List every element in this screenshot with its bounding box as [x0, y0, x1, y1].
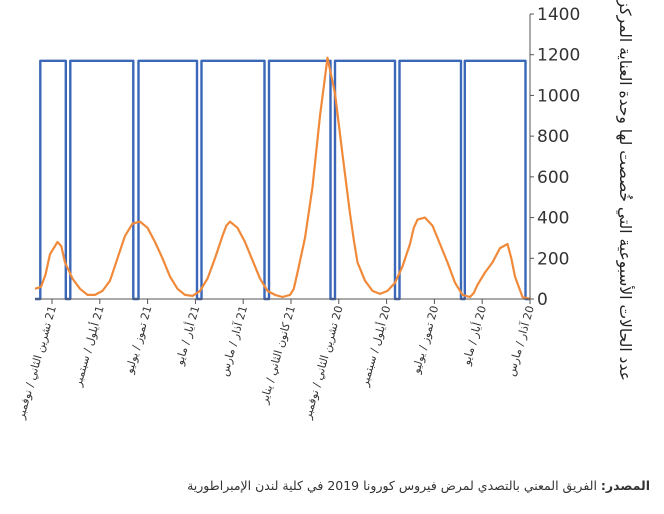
- y-tick-label: 0: [537, 290, 548, 310]
- x-tick-label: 20 تموز / يوليو: [409, 304, 441, 376]
- x-tick-label: 20 تشرين الثاني / نوفمبر: [301, 304, 346, 421]
- y-tick-labels: 0 200 400 600 800 1000 1200 1400: [530, 5, 580, 310]
- x-tick-label: 21 تشرين الثاني / نوفمبر: [14, 304, 59, 421]
- x-tick-label: 21 أيار / مايو: [172, 304, 203, 367]
- series-line-weekly: [34, 56, 531, 301]
- x-tick-label: 21 أيلول / سبتمبر: [70, 304, 107, 389]
- x-tick-label: 20 أيار / مايو: [459, 304, 490, 367]
- y-tick-label: 1000: [537, 86, 580, 106]
- y-tick-label: 200: [537, 249, 569, 269]
- x-tick-label: 21 تموز / يوليو: [122, 304, 154, 376]
- x-tick-labels: 20 آذار / مارس 20 أيار / مايو 20 تموز / يو…: [14, 299, 537, 421]
- source-text: الفريق المعني بالتصدي لمرض فيروس كورونا …: [187, 478, 597, 493]
- plot-background: [35, 14, 530, 299]
- x-tick-label: 21 كانون الثاني / يناير: [257, 304, 298, 406]
- source-note: المصدر: الفريق المعني بالتصدي لمرض فيروس…: [187, 478, 650, 493]
- y-tick-label: 600: [537, 168, 569, 188]
- x-tick-label: 21 آذار / مارس: [217, 304, 250, 378]
- axes-layer: [35, 14, 531, 300]
- source-label: المصدر:: [600, 478, 650, 493]
- y-tick-label: 1200: [537, 46, 580, 66]
- y-axis-label: عدد الحالات الأسبوعية التي خُصصت لها وحد…: [615, 0, 635, 381]
- x-tick-label: 20 آذار / مارس: [503, 304, 536, 378]
- plot-area: [35, 14, 530, 299]
- y-tick-label: 800: [537, 127, 569, 147]
- y-tick-label: 400: [537, 209, 569, 229]
- y-tick-label: 1400: [537, 5, 580, 25]
- x-tick-label: 20 أيلول / سبتمبر: [357, 304, 394, 389]
